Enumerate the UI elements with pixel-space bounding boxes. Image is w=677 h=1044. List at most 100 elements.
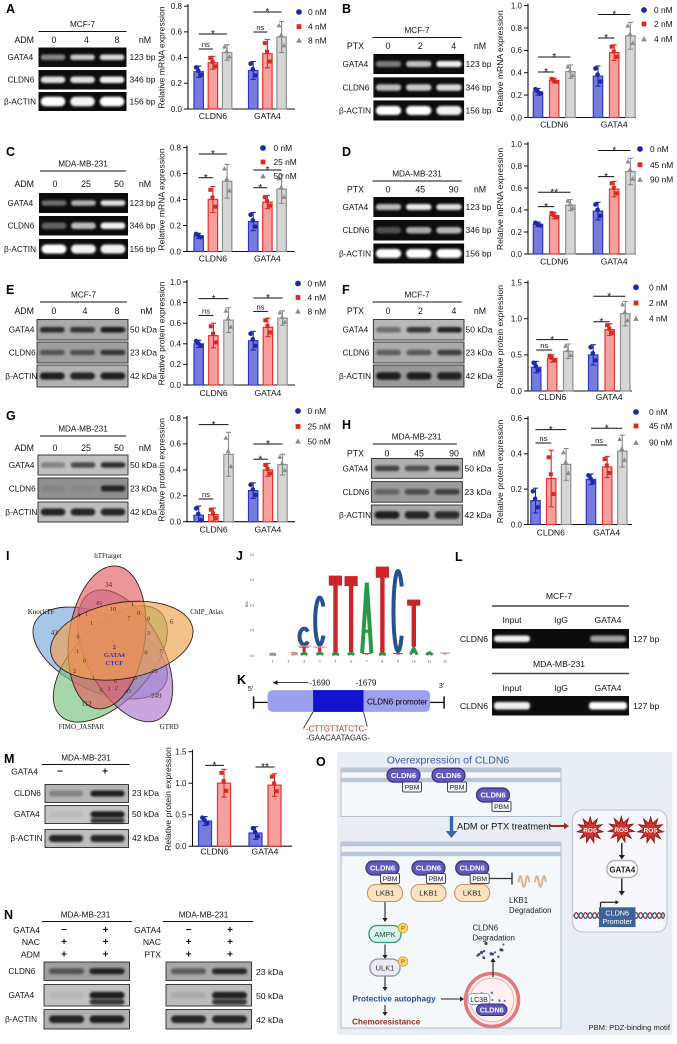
svg-text:MDA-MB-231: MDA-MB-231 [61,911,111,920]
svg-text:0: 0 [134,676,137,682]
svg-text:ADM: ADM [14,443,34,453]
svg-text:PTX: PTX [347,306,364,316]
svg-text:PBM: PBM [450,785,465,792]
svg-text:I: I [6,549,9,563]
svg-text:0: 0 [137,611,140,617]
svg-text:+: + [227,925,233,936]
svg-text:Relative protein expression: Relative protein expression [495,419,505,523]
svg-text:GATA4: GATA4 [343,326,369,335]
svg-text:GATA4: GATA4 [609,866,635,875]
svg-text:+: + [61,937,67,948]
svg-text:MDA-MB-231: MDA-MB-231 [58,425,108,434]
svg-text:0.4: 0.4 [170,340,182,349]
svg-text:1.0: 1.0 [511,1,523,10]
svg-text:0.0: 0.0 [511,387,523,396]
svg-text:GATA4: GATA4 [596,392,623,402]
svg-text:Relative mRNA expression: Relative mRNA expression [157,148,167,250]
svg-text:0.0: 0.0 [170,518,182,527]
svg-text:F: F [342,283,350,297]
svg-text:G: G [6,409,16,423]
svg-text:-1690: -1690 [309,679,330,688]
svg-text:23 kDa: 23 kDa [132,788,159,798]
svg-text:0: 0 [147,617,150,623]
svg-text:7: 7 [366,660,368,664]
svg-text:MCF-7: MCF-7 [71,291,96,300]
svg-text:42 kDa: 42 kDa [130,371,157,381]
svg-text:E: E [6,283,14,297]
svg-text:CLDN6: CLDN6 [199,254,227,264]
svg-text:0.6: 0.6 [171,28,183,37]
svg-text:GATA4: GATA4 [134,925,161,935]
svg-text:CLDN6: CLDN6 [436,771,461,780]
svg-text:GATA4: GATA4 [254,111,281,121]
svg-text:2: 2 [288,660,290,664]
svg-text:4 nM: 4 nM [308,22,327,32]
svg-text:PBM: PBM [429,876,444,883]
svg-text:0.4: 0.4 [511,450,523,459]
svg-text:50 kDa: 50 kDa [132,809,159,819]
svg-text:0.6: 0.6 [511,184,523,193]
svg-text:O: O [316,755,326,769]
svg-text:CLDN6: CLDN6 [537,528,565,538]
svg-text:1: 1 [92,676,95,682]
svg-text:*: * [607,291,611,302]
svg-text:GATA4: GATA4 [13,925,40,935]
svg-text:CLDN6: CLDN6 [480,791,505,800]
svg-text:NAC: NAC [22,937,40,947]
svg-text:CLDN6: CLDN6 [343,226,370,235]
svg-text:0.5: 0.5 [511,351,523,360]
svg-text:12: 12 [443,660,447,664]
svg-text:CLDN6: CLDN6 [9,485,36,494]
svg-text:9: 9 [397,660,399,664]
svg-text:+: + [186,950,192,961]
svg-text:CLDN6: CLDN6 [343,488,370,497]
svg-text:8 nM: 8 nM [308,306,327,316]
svg-text:nM: nM [474,306,486,316]
svg-text:0.0: 0.0 [170,247,182,256]
svg-text:45: 45 [125,689,131,695]
svg-text:0.2: 0.2 [511,485,523,494]
svg-text:0.8: 0.8 [170,298,182,307]
svg-text:5': 5' [248,684,254,693]
svg-text:156 bp: 156 bp [130,244,156,254]
svg-text:GATA4: GATA4 [9,461,35,470]
svg-text:ADM: ADM [14,35,34,45]
svg-text:J: J [236,549,243,563]
svg-text:CLDN6: CLDN6 [343,349,370,358]
svg-text:50 kDa: 50 kDa [465,463,492,473]
svg-text:**: ** [550,188,558,199]
svg-text:nM: nM [139,35,151,45]
svg-text:β-ACTIN: β-ACTIN [5,1015,37,1024]
svg-text:3: 3 [108,687,111,693]
svg-text:nM: nM [474,185,486,195]
svg-text:+: + [186,937,192,948]
svg-text:2: 2 [73,669,76,675]
svg-text:IgG: IgG [554,615,568,625]
svg-text:*: * [550,335,554,346]
svg-text:0.8: 0.8 [511,162,523,171]
svg-text:PBM: PBM [494,804,509,811]
svg-text:GATA4: GATA4 [343,464,369,473]
svg-text:0: 0 [77,635,80,641]
svg-text:GATA4: GATA4 [343,203,369,212]
svg-text:ns: ns [595,436,603,445]
svg-text:45: 45 [415,185,425,195]
svg-text:GATA4: GATA4 [8,53,34,62]
svg-text:*: * [544,202,548,213]
svg-text:+: + [103,937,109,948]
svg-text:43: 43 [51,629,59,637]
svg-text:*: * [213,761,217,772]
svg-text:*: * [604,33,608,44]
svg-text:GATA4: GATA4 [343,60,369,69]
svg-text:123 bp: 123 bp [130,198,156,208]
svg-text:50 kDa: 50 kDa [466,325,493,335]
svg-text:β-ACTIN: β-ACTIN [339,372,371,381]
svg-text:*: * [600,317,604,328]
svg-text:4: 4 [451,41,456,51]
svg-text:0.2: 0.2 [171,79,183,88]
svg-text:0 nM: 0 nM [308,7,327,17]
svg-text:β-ACTIN: β-ACTIN [5,372,37,381]
svg-text:P: P [401,926,405,932]
svg-text:42 kDa: 42 kDa [465,510,492,520]
svg-text:*: * [211,29,215,40]
